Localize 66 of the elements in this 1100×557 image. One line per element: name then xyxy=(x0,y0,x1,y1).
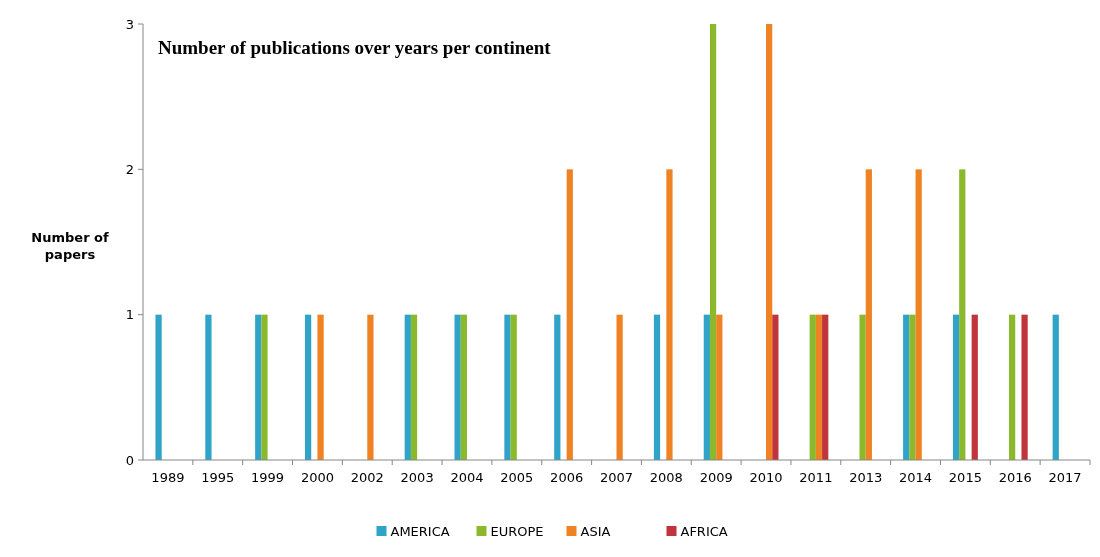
bar xyxy=(367,314,374,460)
bar xyxy=(915,169,922,460)
bar xyxy=(815,314,823,460)
bar xyxy=(709,24,717,460)
bar xyxy=(304,314,312,460)
bar xyxy=(903,314,910,460)
bar xyxy=(261,314,268,460)
x-tick-label: 1989 xyxy=(151,470,185,485)
x-tick-label: 2002 xyxy=(350,470,384,485)
legend-label: ASIA xyxy=(580,524,611,539)
bar xyxy=(504,314,511,460)
x-tick-label: 2017 xyxy=(1048,470,1082,485)
bar xyxy=(809,314,816,460)
legend-label: AFRICA xyxy=(680,524,728,539)
legend-label: AMERICA xyxy=(390,524,450,539)
bar xyxy=(410,314,418,460)
y-tick-label: 2 xyxy=(125,161,134,177)
bar xyxy=(616,314,623,460)
x-tick-label: 2003 xyxy=(400,470,434,485)
bar xyxy=(554,314,561,460)
y-tick-label: 0 xyxy=(125,452,134,468)
y-tick-label: 1 xyxy=(125,307,134,323)
bar xyxy=(1009,314,1016,460)
bar xyxy=(454,314,461,460)
bar xyxy=(404,314,411,460)
bar xyxy=(909,314,916,460)
x-tick-label: 2009 xyxy=(699,470,733,485)
x-tick-label: 2004 xyxy=(450,470,484,485)
bar xyxy=(510,314,517,460)
x-tick-label: 2000 xyxy=(300,470,334,485)
x-tick-label: 2010 xyxy=(749,470,783,485)
bar xyxy=(1052,314,1059,460)
bar xyxy=(666,169,673,460)
bar xyxy=(255,314,262,460)
x-tick-label: 1999 xyxy=(251,470,285,485)
bar xyxy=(971,314,978,460)
x-tick-label: 2016 xyxy=(998,470,1032,485)
bar xyxy=(716,314,723,460)
bar xyxy=(865,169,872,460)
bar xyxy=(653,314,661,460)
x-tick-label: 2005 xyxy=(500,470,534,485)
x-tick-label: 2007 xyxy=(599,470,634,485)
x-tick-label: 2014 xyxy=(899,470,933,485)
bar xyxy=(859,314,866,460)
text: Number of publications over years per continent xyxy=(158,37,552,58)
x-tick-label: 2015 xyxy=(948,470,982,485)
bar xyxy=(766,24,773,460)
y-axis-title: Number of papers xyxy=(31,230,110,263)
x-tick-label: 2006 xyxy=(550,470,584,485)
bar xyxy=(155,314,162,460)
bar xyxy=(952,314,960,460)
x-tick-label: 2011 xyxy=(799,470,833,485)
bar xyxy=(822,314,829,460)
legend-label: EUROPE xyxy=(490,524,544,539)
x-tick-label: 2008 xyxy=(649,470,683,485)
bar xyxy=(772,314,779,460)
bar xyxy=(703,314,710,460)
bar xyxy=(317,314,324,460)
bar xyxy=(566,169,573,460)
y-tick-label: 3 xyxy=(125,16,134,32)
bar xyxy=(959,169,966,460)
x-tick-label: 2013 xyxy=(849,470,883,485)
bar xyxy=(205,314,212,460)
x-tick-label: 1995 xyxy=(201,470,235,485)
bar xyxy=(1021,314,1028,460)
bar xyxy=(460,314,467,460)
